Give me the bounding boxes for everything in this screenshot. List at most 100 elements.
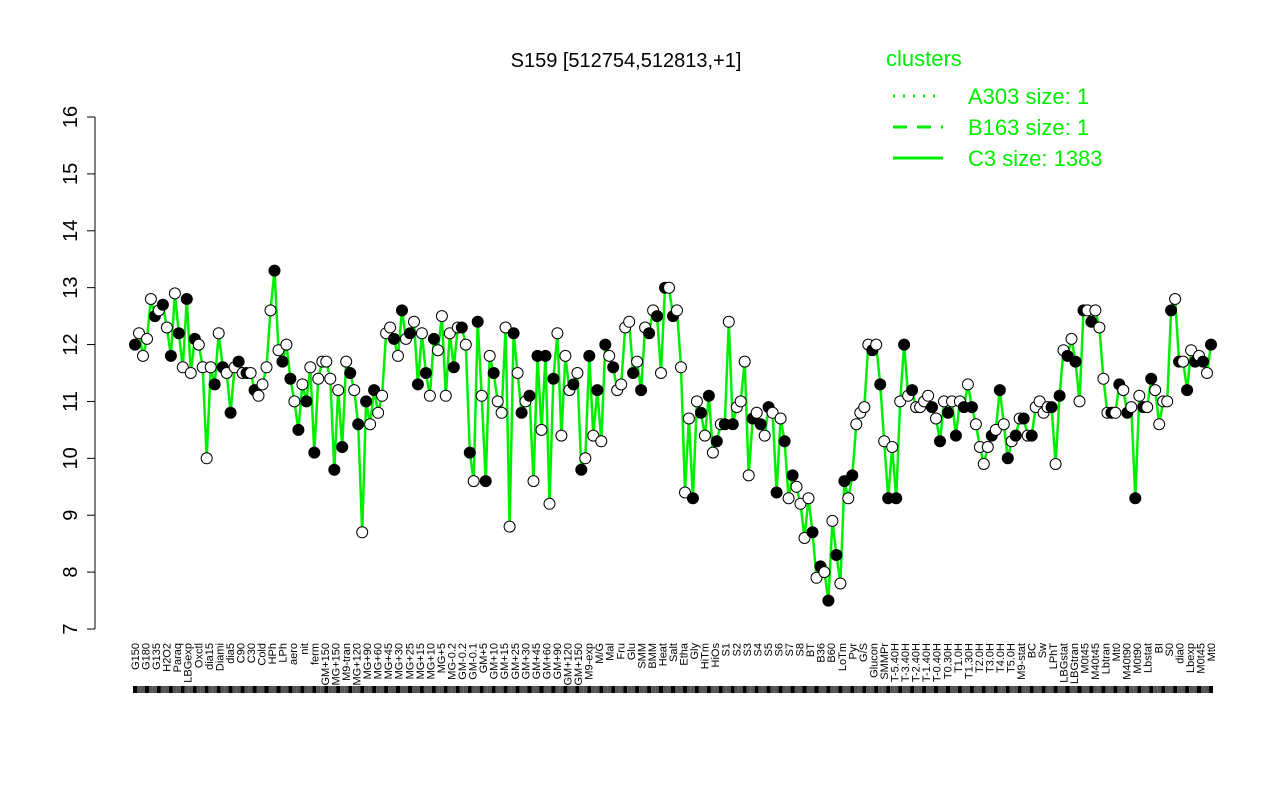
data-point <box>603 349 616 362</box>
data-point <box>830 549 843 561</box>
data-point <box>376 389 389 402</box>
x-tick-mark <box>1165 686 1170 693</box>
data-point <box>1201 367 1213 379</box>
data-point <box>527 475 540 488</box>
x-tick-mark <box>459 686 464 693</box>
x-tick-label: T3.0H <box>985 643 997 673</box>
data-point <box>459 338 472 351</box>
x-tick-label: T-5.40H <box>890 643 902 682</box>
x-tick-mark <box>368 686 373 693</box>
data-point <box>1125 401 1138 414</box>
x-tick-mark <box>742 686 747 693</box>
x-tick-mark <box>965 686 970 693</box>
x-tick-mark <box>690 686 695 693</box>
x-tick-label: dia0 <box>1174 643 1186 664</box>
x-tick-label: Lbexp <box>1185 643 1197 673</box>
data-point <box>539 349 552 362</box>
data-point <box>511 367 524 379</box>
data-point <box>491 395 504 408</box>
x-tick-mark <box>961 686 966 693</box>
legend-title: clusters <box>886 46 962 71</box>
x-tick-mark <box>328 686 333 693</box>
x-tick-label: M0t45 <box>1196 643 1208 674</box>
data-point <box>1085 315 1098 328</box>
x-tick-mark <box>268 686 273 693</box>
data-point <box>1197 355 1209 368</box>
x-tick-label: B60 <box>826 643 838 663</box>
data-point <box>411 378 424 391</box>
data-point <box>499 321 512 334</box>
x-tick-mark <box>1169 686 1174 693</box>
x-tick-mark <box>180 686 185 693</box>
x-tick-mark <box>184 686 189 693</box>
x-tick-mark <box>360 686 365 693</box>
data-point <box>360 395 373 408</box>
data-point <box>467 475 480 488</box>
x-tick-mark <box>519 686 524 693</box>
data-point <box>547 372 560 385</box>
x-tick-mark <box>866 686 871 693</box>
data-point <box>1145 372 1158 385</box>
data-point <box>702 389 715 402</box>
x-tick-label: H2O2 <box>162 643 174 672</box>
x-tick-mark <box>926 686 931 693</box>
data-point <box>726 418 739 431</box>
data-point <box>922 389 935 402</box>
x-tick-mark <box>702 686 707 693</box>
data-point <box>280 338 293 351</box>
x-tick-mark <box>216 686 221 693</box>
x-tick-label: SMM <box>636 643 648 669</box>
x-tick-mark <box>248 686 253 693</box>
x-tick-mark <box>1005 686 1010 693</box>
x-tick-label: MG+15 <box>415 643 427 679</box>
x-tick-mark <box>734 686 739 693</box>
data-point <box>268 264 281 277</box>
x-tick-mark <box>587 686 592 693</box>
x-tick-mark <box>647 686 652 693</box>
x-tick-mark <box>969 686 974 693</box>
x-tick-mark <box>1017 686 1022 693</box>
data-point <box>595 435 608 448</box>
x-tick-mark <box>1045 686 1050 693</box>
x-tick-label: T0.30H <box>942 643 954 679</box>
x-tick-mark <box>730 686 735 693</box>
x-tick-label: LPhT <box>1048 643 1060 670</box>
data-point <box>878 435 891 448</box>
x-tick-label: GM+45 <box>531 643 543 679</box>
x-tick-mark <box>145 686 149 693</box>
data-point <box>1009 429 1022 442</box>
data-point <box>786 469 799 482</box>
data-point <box>288 395 301 408</box>
x-tick-mark <box>938 686 942 693</box>
x-tick-mark <box>1109 686 1114 693</box>
data-point <box>535 423 548 436</box>
x-tick-label: T-3.40H <box>900 643 912 682</box>
x-tick-label: S3 <box>742 643 754 656</box>
x-tick-mark <box>870 686 875 693</box>
data-point <box>587 429 600 442</box>
x-tick-mark <box>400 686 404 693</box>
data-point <box>356 526 369 539</box>
x-tick-mark <box>137 686 141 693</box>
data-point <box>308 446 321 459</box>
data-point <box>738 355 751 368</box>
data-point <box>706 446 719 459</box>
x-tick-label: S6 <box>774 643 786 656</box>
x-tick-mark <box>806 686 811 693</box>
x-tick-mark <box>1129 686 1134 693</box>
x-tick-mark <box>985 686 990 693</box>
x-tick-mark <box>1193 686 1198 693</box>
data-point <box>503 520 516 533</box>
x-tick-mark <box>746 686 751 693</box>
data-point <box>949 429 962 442</box>
x-tick-mark <box>782 686 787 693</box>
data-point <box>663 281 675 294</box>
data-point <box>671 304 683 317</box>
data-point <box>806 526 819 539</box>
x-tick-mark <box>679 686 683 693</box>
y-tick-label: 14 <box>60 220 82 242</box>
x-tick-label: T5.0H <box>1006 643 1018 673</box>
data-point <box>419 367 432 379</box>
x-tick-mark <box>890 686 895 693</box>
x-tick-mark <box>922 686 927 693</box>
